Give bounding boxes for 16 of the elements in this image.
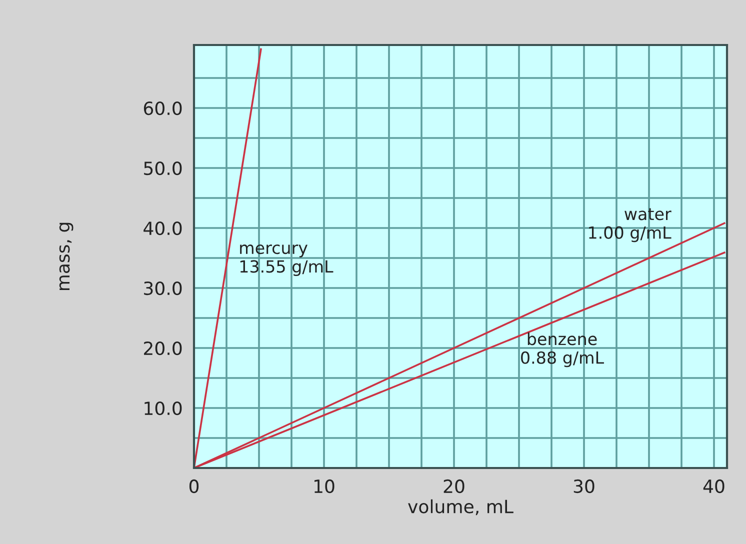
y-tick-label: 30.0 <box>144 281 182 296</box>
series-label: benzene 0.88 g/mL <box>521 332 604 368</box>
x-axis-title: volume, mL <box>408 499 514 516</box>
y-tick-label: 40.0 <box>144 221 182 236</box>
y-tick-label: 60.0 <box>144 101 182 116</box>
y-tick-label: 20.0 <box>144 341 182 356</box>
y-axis-title: mass, g <box>59 222 74 290</box>
series-label: mercury 13.55 g/mL <box>240 244 334 276</box>
x-tick-label: 10 <box>314 479 334 494</box>
y-tick-label: 50.0 <box>144 161 182 176</box>
x-tick-label: 0 <box>189 479 199 494</box>
x-tick-label: 30 <box>574 479 594 494</box>
x-tick-label: 20 <box>444 479 464 494</box>
series-label: water 1.00 g/mL <box>589 208 672 242</box>
y-tick-label: 10.0 <box>144 401 182 416</box>
x-tick-label: 40 <box>703 479 724 494</box>
